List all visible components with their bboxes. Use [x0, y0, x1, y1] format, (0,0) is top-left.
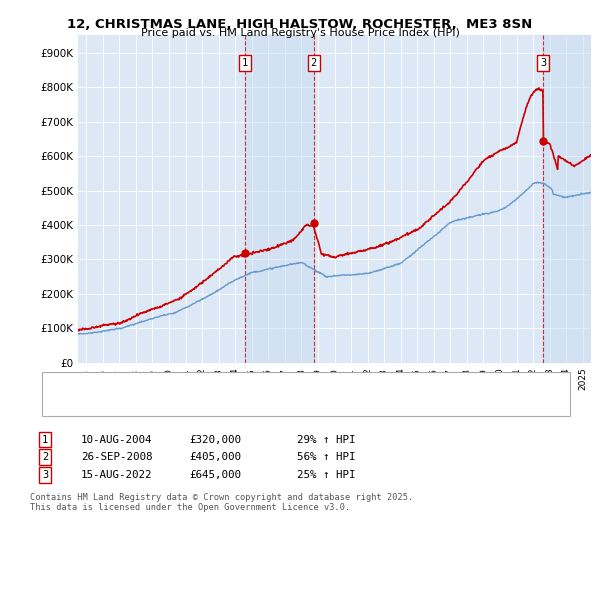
Text: Price paid vs. HM Land Registry's House Price Index (HPI): Price paid vs. HM Land Registry's House …: [140, 28, 460, 38]
Text: 2: 2: [311, 58, 317, 68]
Text: 29% ↑ HPI: 29% ↑ HPI: [297, 435, 355, 444]
Bar: [245, 35, 314, 363]
Text: Contains HM Land Registry data © Crown copyright and database right 2025.
This d: Contains HM Land Registry data © Crown c…: [30, 493, 413, 512]
Text: 26-SEP-2008: 26-SEP-2008: [81, 453, 152, 462]
Text: 3: 3: [540, 58, 547, 68]
Text: 12, CHRISTMAS LANE, HIGH HALSTOW, ROCHESTER, ME3 8SN (detached house): 12, CHRISTMAS LANE, HIGH HALSTOW, ROCHES…: [85, 381, 485, 391]
Text: HPI: Average price, detached house, Medway: HPI: Average price, detached house, Medw…: [85, 399, 311, 408]
Text: 2: 2: [42, 453, 48, 462]
Text: £320,000: £320,000: [189, 435, 241, 444]
Text: 10-AUG-2004: 10-AUG-2004: [81, 435, 152, 444]
Text: 15-AUG-2022: 15-AUG-2022: [81, 470, 152, 480]
Text: 12, CHRISTMAS LANE, HIGH HALSTOW, ROCHESTER,  ME3 8SN: 12, CHRISTMAS LANE, HIGH HALSTOW, ROCHES…: [67, 18, 533, 31]
Bar: [544, 35, 591, 363]
Text: 3: 3: [42, 470, 48, 480]
Text: 56% ↑ HPI: 56% ↑ HPI: [297, 453, 355, 462]
Text: 1: 1: [42, 435, 48, 444]
Text: £405,000: £405,000: [189, 453, 241, 462]
Text: 1: 1: [242, 58, 248, 68]
Text: £645,000: £645,000: [189, 470, 241, 480]
Text: 25% ↑ HPI: 25% ↑ HPI: [297, 470, 355, 480]
